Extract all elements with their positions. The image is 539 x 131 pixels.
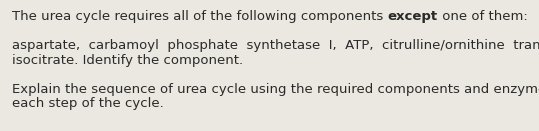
Text: The urea cycle requires all of the following components: The urea cycle requires all of the follo… xyxy=(12,10,388,23)
Text: Explain the sequence of urea cycle using the required components and enzymes ess: Explain the sequence of urea cycle using… xyxy=(12,83,539,95)
Text: one of them:: one of them: xyxy=(438,10,527,23)
Text: aspartate,  carbamoyl  phosphate  synthetase  I,  ATP,  citrulline/ornithine  tr: aspartate, carbamoyl phosphate synthetas… xyxy=(12,39,539,52)
Text: except: except xyxy=(388,10,438,23)
Text: isocitrate. Identify the component.: isocitrate. Identify the component. xyxy=(12,53,243,67)
Text: each step of the cycle.: each step of the cycle. xyxy=(12,97,164,110)
